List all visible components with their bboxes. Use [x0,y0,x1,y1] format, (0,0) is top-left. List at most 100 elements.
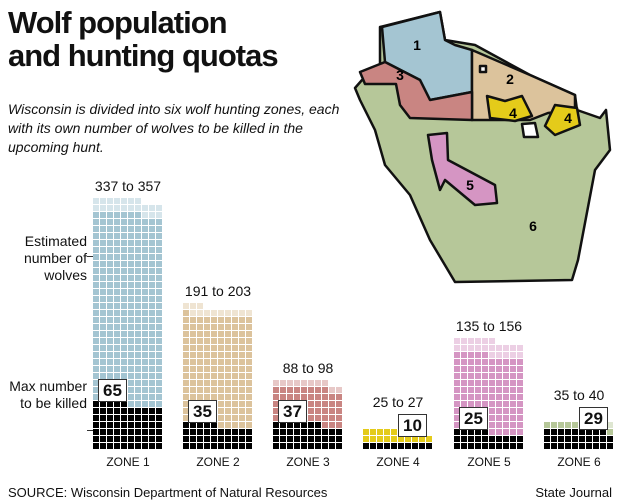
wolf-cell [100,226,106,232]
wolf-cell [517,345,523,351]
zone-label: ZONE 4 [376,455,420,469]
wolf-cell [135,198,141,204]
wolf-cell [218,310,224,316]
wolf-cell [225,345,231,351]
wolf-cell [197,436,203,442]
zone-label: ZONE 6 [557,455,601,469]
wolf-cell [121,254,127,260]
wolf-cell [239,352,245,358]
wolf-cell [128,247,134,253]
wolf-cell [135,338,141,344]
wolf-cell [225,422,231,428]
wolf-cell [135,415,141,421]
wolf-cell [225,387,231,393]
wolf-cell [544,429,550,435]
wolf-cell [93,226,99,232]
wolf-cell [128,359,134,365]
wolf-cell [128,394,134,400]
wolf-cell [197,429,203,435]
zone-label: ZONE 1 [106,455,150,469]
wolf-cell [121,422,127,428]
wolf-cell [197,317,203,323]
wolf-cell [239,331,245,337]
wolf-cell [461,429,467,435]
wolf-cell [336,401,342,407]
wolf-cell [156,240,162,246]
wolf-cell [468,352,474,358]
wolf-cell [607,429,613,435]
wolf-cell [183,359,189,365]
wolf-cell [503,394,509,400]
wolf-cell [142,282,148,288]
wolf-cell [107,268,113,274]
wolf-cell [121,296,127,302]
wolf-cell [135,443,141,449]
wolf-cell [593,429,599,435]
range-label: 191 to 203 [184,283,252,299]
wolf-cell [280,380,286,386]
wolf-cell [246,345,252,351]
wolf-cell [100,317,106,323]
wolf-cell [370,436,376,442]
wolf-cell [114,275,120,281]
wolf-cell [197,331,203,337]
wolf-cell [454,401,460,407]
wolf-cell [239,373,245,379]
wolf-cell [475,387,481,393]
wolf-cell [128,443,134,449]
wolf-cell [503,380,509,386]
wolf-cell [225,436,231,442]
wolf-cell [121,205,127,211]
wolf-cell [218,366,224,372]
wolf-cell [419,436,425,442]
wolf-cell [135,394,141,400]
wolf-cell [468,345,474,351]
wolf-cell [135,296,141,302]
wolf-cell [454,366,460,372]
wolf-cell [225,359,231,365]
wolf-cell [461,443,467,449]
wolf-cell [315,443,321,449]
wolf-cell [607,422,613,428]
zone-5-region [426,131,499,207]
wolf-cell [149,233,155,239]
wolf-cell [128,205,134,211]
wolf-cell [183,324,189,330]
wolf-cell [93,394,99,400]
wolf-cell [218,443,224,449]
wolf-cell [239,380,245,386]
wolf-cell [142,352,148,358]
wolf-cell [142,205,148,211]
wolf-cell [496,415,502,421]
wolf-cell [468,366,474,372]
wolf-cell [197,422,203,428]
wolf-cell [135,254,141,260]
wolf-cell [183,387,189,393]
max-tick [87,430,93,431]
wolf-cell [232,373,238,379]
quota-callout: 29 [579,407,608,430]
wolf-cell [204,422,210,428]
wolf-cell [190,317,196,323]
wolf-cell [246,387,252,393]
wolf-cell [93,401,99,407]
wolf-cell [114,436,120,442]
zone-label: ZONE 2 [196,455,240,469]
wolf-cell [246,310,252,316]
wolf-cell [301,394,307,400]
quota-callout: 37 [278,400,307,423]
wolf-cell [482,387,488,393]
wolf-cell [156,296,162,302]
wolf-cell [572,429,578,435]
wolf-cell [475,443,481,449]
wolf-cell [370,429,376,435]
wolf-cell [329,394,335,400]
wolf-cell [121,226,127,232]
wolf-cell [107,303,113,309]
wolf-cell [156,205,162,211]
wolf-cell [107,324,113,330]
wolf-cell [100,275,106,281]
wolf-cell [468,394,474,400]
wolf-cell [225,310,231,316]
